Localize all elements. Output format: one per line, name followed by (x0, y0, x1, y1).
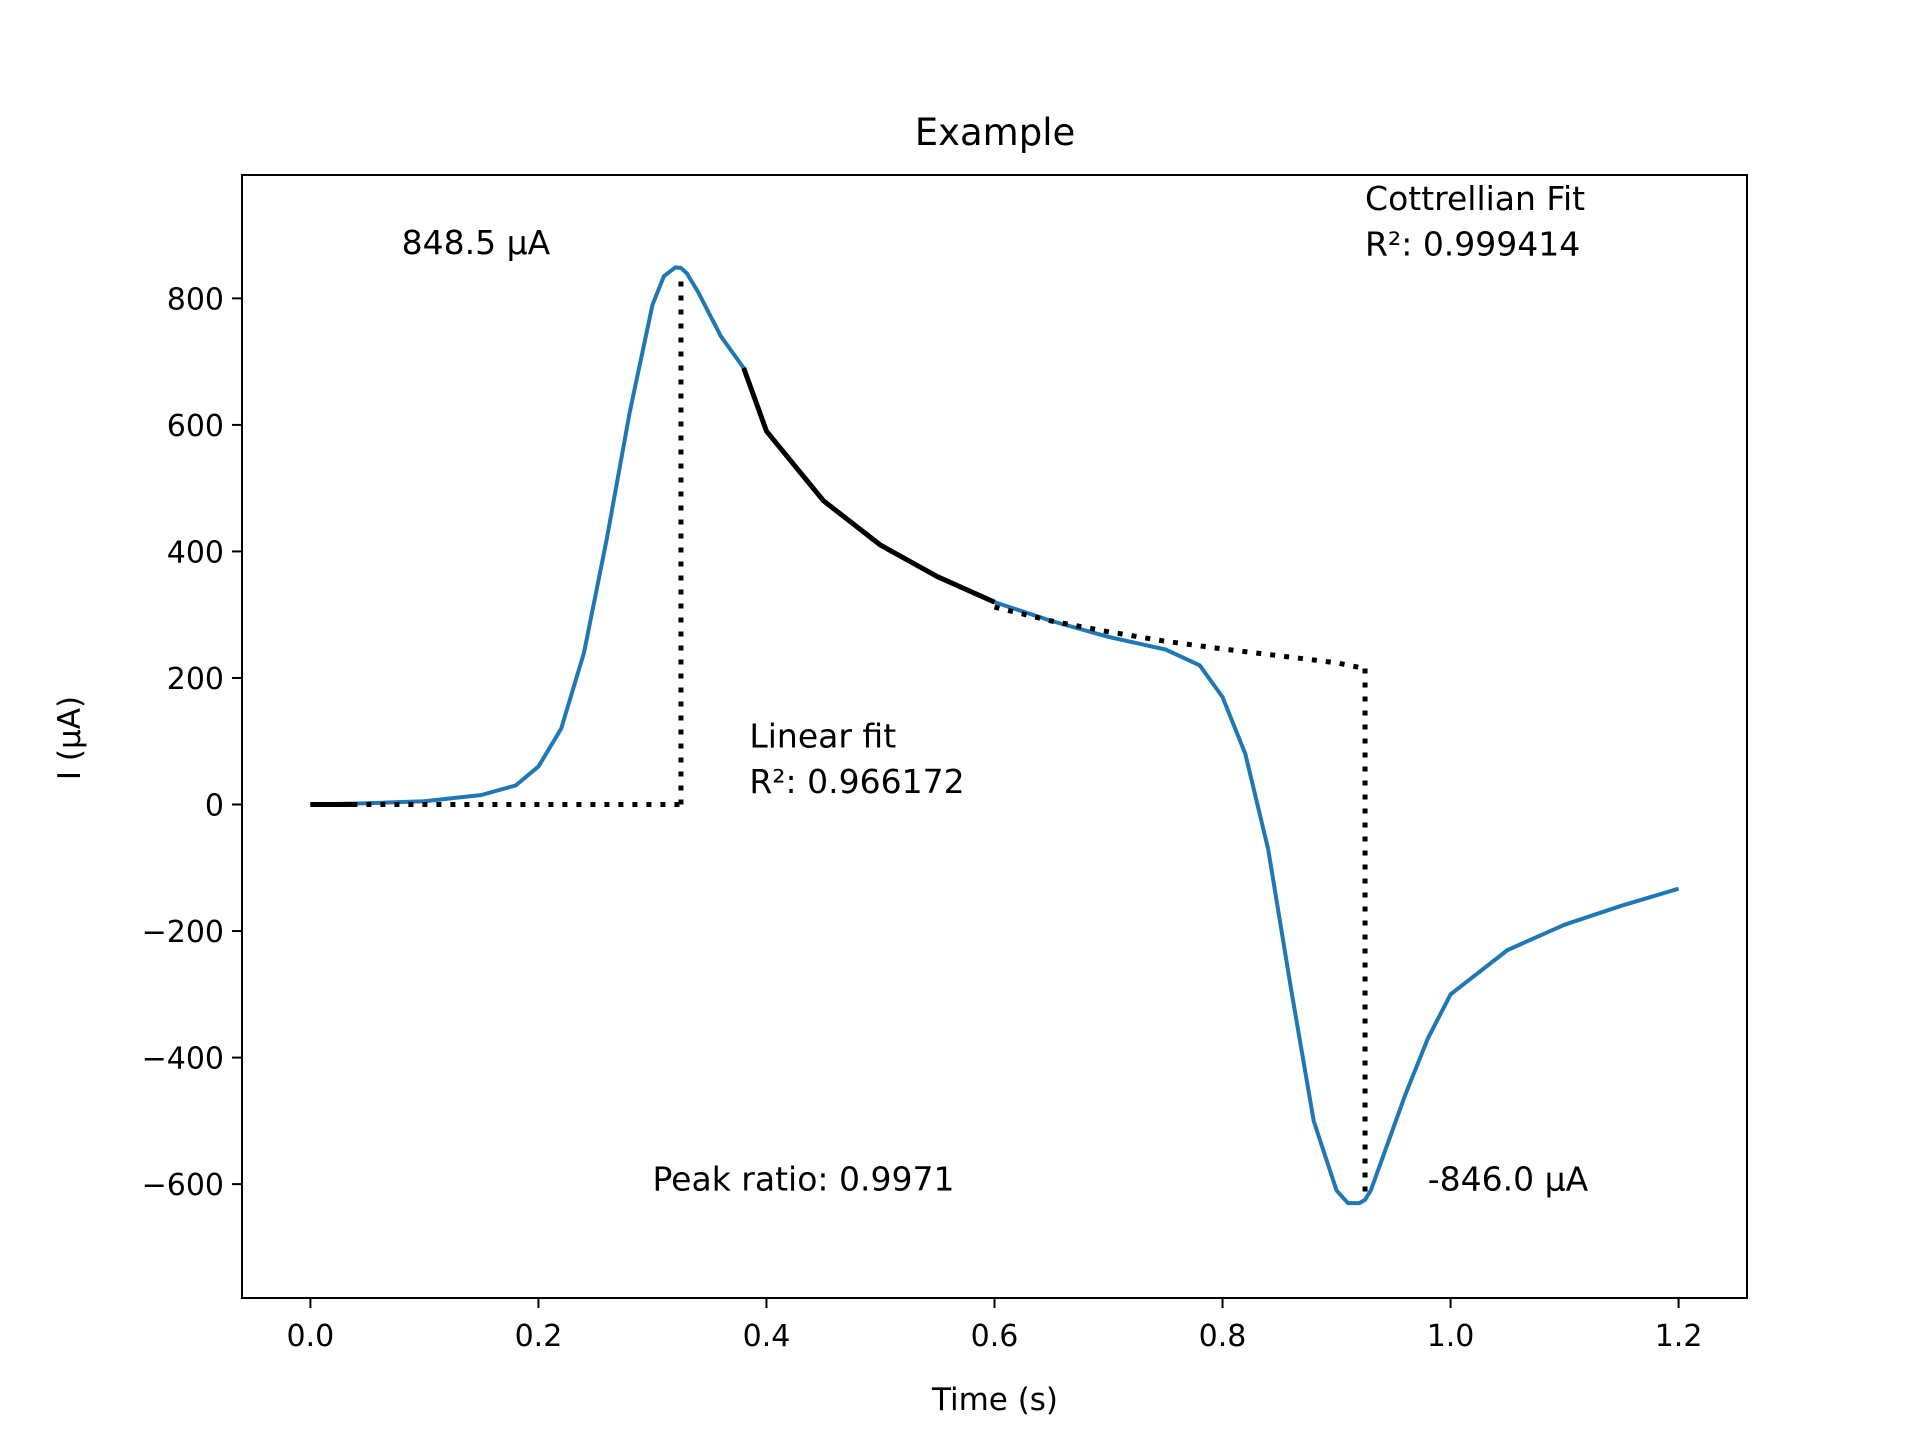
y-tick-label: 0 (205, 789, 224, 824)
x-tick-label: 0.2 (515, 1319, 563, 1354)
plot-area (310, 265, 1680, 1206)
linear-fit-title: Linear fit (749, 717, 896, 756)
cottrell-fit-extension (993, 604, 1366, 671)
peak-ratio-label: Peak ratio: 0.9971 (652, 1159, 954, 1198)
x-axis: 0.0 0.2 0.4 0.6 0.8 1.0 1.2 (287, 1298, 1703, 1354)
y-tick-label: 400 (167, 535, 224, 570)
x-tick-label: 0.8 (1199, 1319, 1247, 1354)
y-tick-label: −200 (142, 915, 224, 950)
chart-title: Example (915, 111, 1076, 154)
y-axis-title: I (µA) (52, 696, 88, 780)
annotations: 848.5 µA -846.0 µA Cottrellian Fit R²: 0.99… (402, 179, 1589, 1199)
x-tick-label: 0.4 (743, 1319, 791, 1354)
x-axis-title: Time (s) (931, 1382, 1058, 1418)
y-axis: 800 600 400 200 0 −200 −400 −600 (142, 282, 242, 1203)
y-tick-label: 800 (167, 282, 224, 317)
y-tick-label: −400 (142, 1042, 224, 1077)
x-tick-label: 0.6 (971, 1319, 1019, 1354)
reduction-peak-label: -846.0 µA (1428, 1159, 1589, 1198)
x-tick-label: 1.0 (1427, 1319, 1475, 1354)
oxidation-peak-label: 848.5 µA (402, 223, 551, 262)
cottrell-fit-r2: R²: 0.999414 (1365, 224, 1580, 263)
y-tick-label: −600 (142, 1168, 224, 1203)
cottrell-fit-segment (741, 367, 996, 605)
y-tick-label: 200 (167, 662, 224, 697)
x-tick-label: 0.0 (287, 1319, 335, 1354)
y-tick-label: 600 (167, 409, 224, 444)
cottrell-fit-title: Cottrellian Fit (1365, 179, 1585, 218)
x-tick-label: 1.2 (1655, 1319, 1703, 1354)
linear-fit-r2: R²: 0.966172 (749, 762, 964, 801)
